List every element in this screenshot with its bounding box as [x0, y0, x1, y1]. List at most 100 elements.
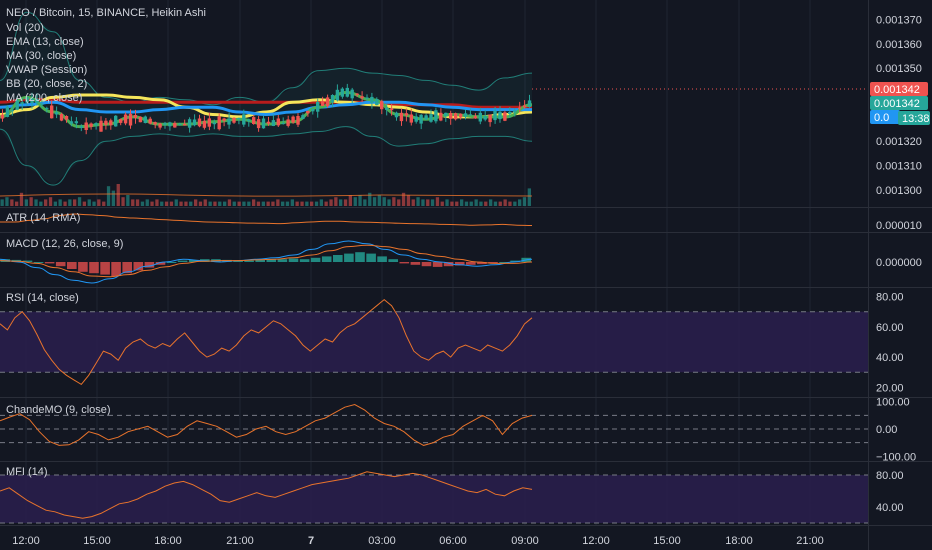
candle-body: [128, 113, 133, 126]
candle-body: [301, 115, 305, 119]
atr-legend[interactable]: ATR (14, RMA): [6, 212, 80, 224]
macd-histogram-bar: [333, 255, 343, 262]
cmo-axis-label: 100.00: [876, 397, 910, 409]
mfi-legend[interactable]: MFI (14): [6, 466, 48, 478]
price-pane[interactable]: NEO / Bitcoin, 15, BINANCE, Heikin Ashi …: [0, 7, 533, 206]
candle-body: [518, 107, 522, 109]
legend-vwap[interactable]: VWAP (Session): [6, 64, 87, 76]
volume-bar: [266, 201, 270, 206]
price-axis-label: 0.001320: [876, 136, 922, 148]
volume-bar: [121, 197, 125, 206]
candle-body: [365, 97, 369, 99]
macd-histogram-bar: [166, 262, 177, 263]
legend-ema[interactable]: EMA (13, close): [6, 36, 84, 48]
rsi-line: [0, 298, 533, 386]
volume-bar: [82, 201, 86, 206]
volume-bar: [58, 199, 62, 206]
price-tag: [870, 110, 900, 124]
mfi-axis-label: 40.00: [876, 502, 904, 514]
candle-body: [50, 105, 54, 119]
atr-pane[interactable]: ATR (14, RMA): [0, 212, 533, 226]
candle-body: [468, 114, 473, 116]
cmo-axis-label: −100.00: [876, 451, 916, 463]
mfi-line: [0, 471, 533, 519]
candle-body: [306, 110, 310, 114]
candle-body: [513, 110, 517, 113]
candle-body: [222, 118, 226, 121]
volume-bar: [455, 201, 459, 206]
candle-body: [178, 123, 182, 126]
legend-vol[interactable]: Vol (20): [6, 22, 44, 34]
time-axis-label: 18:00: [154, 535, 182, 547]
candle-body: [478, 112, 482, 122]
cmo-axis-label: 0.00: [876, 424, 897, 436]
candle-body: [419, 114, 423, 124]
candle-body: [148, 118, 152, 124]
candle-body: [444, 112, 448, 117]
rsi-pane[interactable]: RSI (14, close): [0, 292, 868, 386]
price-tag: [870, 82, 928, 96]
macd-histogram-bar: [33, 262, 44, 263]
candle-body: [94, 123, 98, 126]
candle-body: [15, 100, 19, 110]
candle-body: [256, 119, 261, 129]
candle-body: [473, 116, 477, 119]
macd-histogram-bar: [477, 262, 487, 265]
mfi-pane[interactable]: MFI (14): [0, 466, 868, 524]
atr-axis-label: 0.000010: [876, 220, 922, 232]
volume-bar: [329, 199, 333, 206]
macd-histogram-bar: [266, 259, 277, 262]
volume-bar: [97, 199, 101, 206]
candle-body: [54, 112, 59, 115]
rsi-axis-label: 20.00: [876, 382, 904, 394]
time-axis[interactable]: 12:00 15:00 18:00 21:00 7 03:00 06:00 09:00 12:0…: [12, 535, 824, 547]
volume-bar: [169, 201, 174, 206]
legend-ma200[interactable]: MA (200, close): [6, 92, 82, 104]
macd-histogram-bar: [310, 257, 321, 262]
volume-bar: [19, 192, 24, 206]
volume-bar: [372, 197, 377, 206]
cmo-pane[interactable]: ChandeMO (9, close): [0, 403, 868, 446]
volume-ma-line: [0, 193, 533, 197]
price-axis-label: 0.001350: [876, 63, 922, 75]
candle-body: [360, 96, 364, 99]
volume-bar: [430, 199, 435, 206]
chart-title: NEO / Bitcoin, 15, BINANCE, Heikin Ashi: [6, 7, 206, 19]
candle-body: [45, 107, 49, 109]
volume-bar: [445, 199, 449, 206]
volume-bar: [252, 199, 256, 206]
macd-signal-line: [0, 244, 533, 278]
candle-body: [434, 110, 438, 122]
price-axis[interactable]: 0.001370 0.001360 0.001350 0.001320 0.001310…: [532, 15, 930, 515]
candle-body: [30, 98, 34, 104]
volume-bar: [474, 199, 478, 206]
volume-bar: [87, 199, 91, 206]
candle-body: [286, 119, 290, 126]
time-axis-label: 21:00: [226, 535, 254, 547]
macd-pane[interactable]: MACD (12, 26, close, 9): [0, 238, 533, 284]
candle-body: [173, 123, 177, 128]
volume-bar: [334, 197, 338, 206]
legend-ma30[interactable]: MA (30, close): [6, 50, 76, 62]
volume-bar: [508, 201, 512, 206]
candle-body: [296, 116, 300, 125]
heikin-ashi-candles: [0, 83, 532, 135]
volume-bar: [319, 199, 323, 206]
candle-body: [291, 116, 295, 123]
macd-histogram-bar: [432, 262, 443, 267]
candle-body: [522, 105, 527, 108]
rsi-legend[interactable]: RSI (14, close): [6, 292, 79, 304]
cmo-legend[interactable]: ChandeMO (9, close): [6, 404, 111, 416]
legend-bb[interactable]: BB (20, close, 2): [6, 78, 87, 90]
price-legend: NEO / Bitcoin, 15, BINANCE, Heikin Ashi …: [6, 7, 206, 104]
bb-lower-line: [0, 126, 533, 186]
macd-histogram-bar: [443, 262, 454, 267]
macd-histogram-bar: [155, 262, 166, 265]
candle-body: [389, 108, 394, 111]
macd-legend[interactable]: MACD (12, 26, close, 9): [6, 238, 123, 250]
volume-bar: [203, 199, 207, 206]
time-axis-label: 09:00: [511, 535, 539, 547]
time-axis-label: 03:00: [368, 535, 396, 547]
